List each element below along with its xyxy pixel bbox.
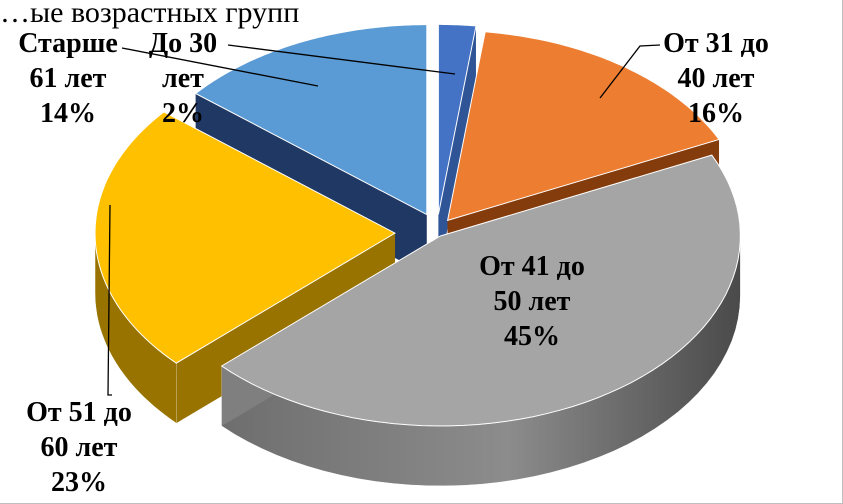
data-labels: До 30 лет 2% От 31 до 40 лет 16% От 41 до 50 ле… bbox=[18, 28, 769, 498]
data-label-line: 14% bbox=[40, 98, 96, 129]
leader-line-31-40 bbox=[599, 44, 661, 99]
data-label-line: 40 лет bbox=[678, 63, 755, 94]
data-label-31-40: От 31 до 40 лет 16% bbox=[663, 28, 769, 129]
data-label-line: 16% bbox=[688, 98, 744, 129]
data-label-line: Старше bbox=[18, 28, 118, 59]
data-label-line: 45% bbox=[504, 321, 560, 352]
data-label-51-60: От 51 до 60 лет 23% bbox=[26, 397, 132, 498]
pie-slice-top-under-30 bbox=[437, 23, 477, 215]
data-label-line: До 30 bbox=[149, 28, 217, 59]
pie-slice-top-over-61 bbox=[194, 24, 428, 216]
leader-lines bbox=[107, 44, 661, 396]
pie-slice-cut-under-30-1 bbox=[438, 25, 476, 275]
data-label-line: От 51 до bbox=[26, 397, 132, 428]
pie-slice-top-41-50 bbox=[220, 154, 741, 427]
leader-line-51-60 bbox=[107, 204, 112, 396]
pie-slices bbox=[94, 23, 741, 487]
data-label-over-61: Старше 61 лет 14% bbox=[18, 28, 118, 129]
data-label-line: 2% bbox=[162, 98, 204, 129]
data-label-line: От 31 до bbox=[663, 28, 769, 59]
pie-slice-under-30 bbox=[437, 23, 477, 275]
data-label-line: 50 лет bbox=[494, 286, 571, 317]
pie-slice-top-51-60 bbox=[94, 111, 397, 364]
leader-line-over-61 bbox=[121, 47, 319, 87]
data-label-line: 23% bbox=[51, 467, 107, 498]
pie-slice-41-50 bbox=[220, 154, 741, 487]
data-label-line: От 41 до bbox=[479, 251, 585, 282]
data-label-line: лет bbox=[162, 63, 204, 94]
data-label-41-50: От 41 до 50 лет 45% bbox=[479, 251, 585, 352]
data-label-line: 60 лет bbox=[41, 432, 118, 463]
data-label-under-30: До 30 лет 2% bbox=[149, 28, 217, 129]
data-label-line: 61 лет bbox=[30, 63, 107, 94]
leader-line-under-30 bbox=[227, 44, 456, 75]
chart-title: …ые возрастных групп bbox=[0, 0, 299, 29]
